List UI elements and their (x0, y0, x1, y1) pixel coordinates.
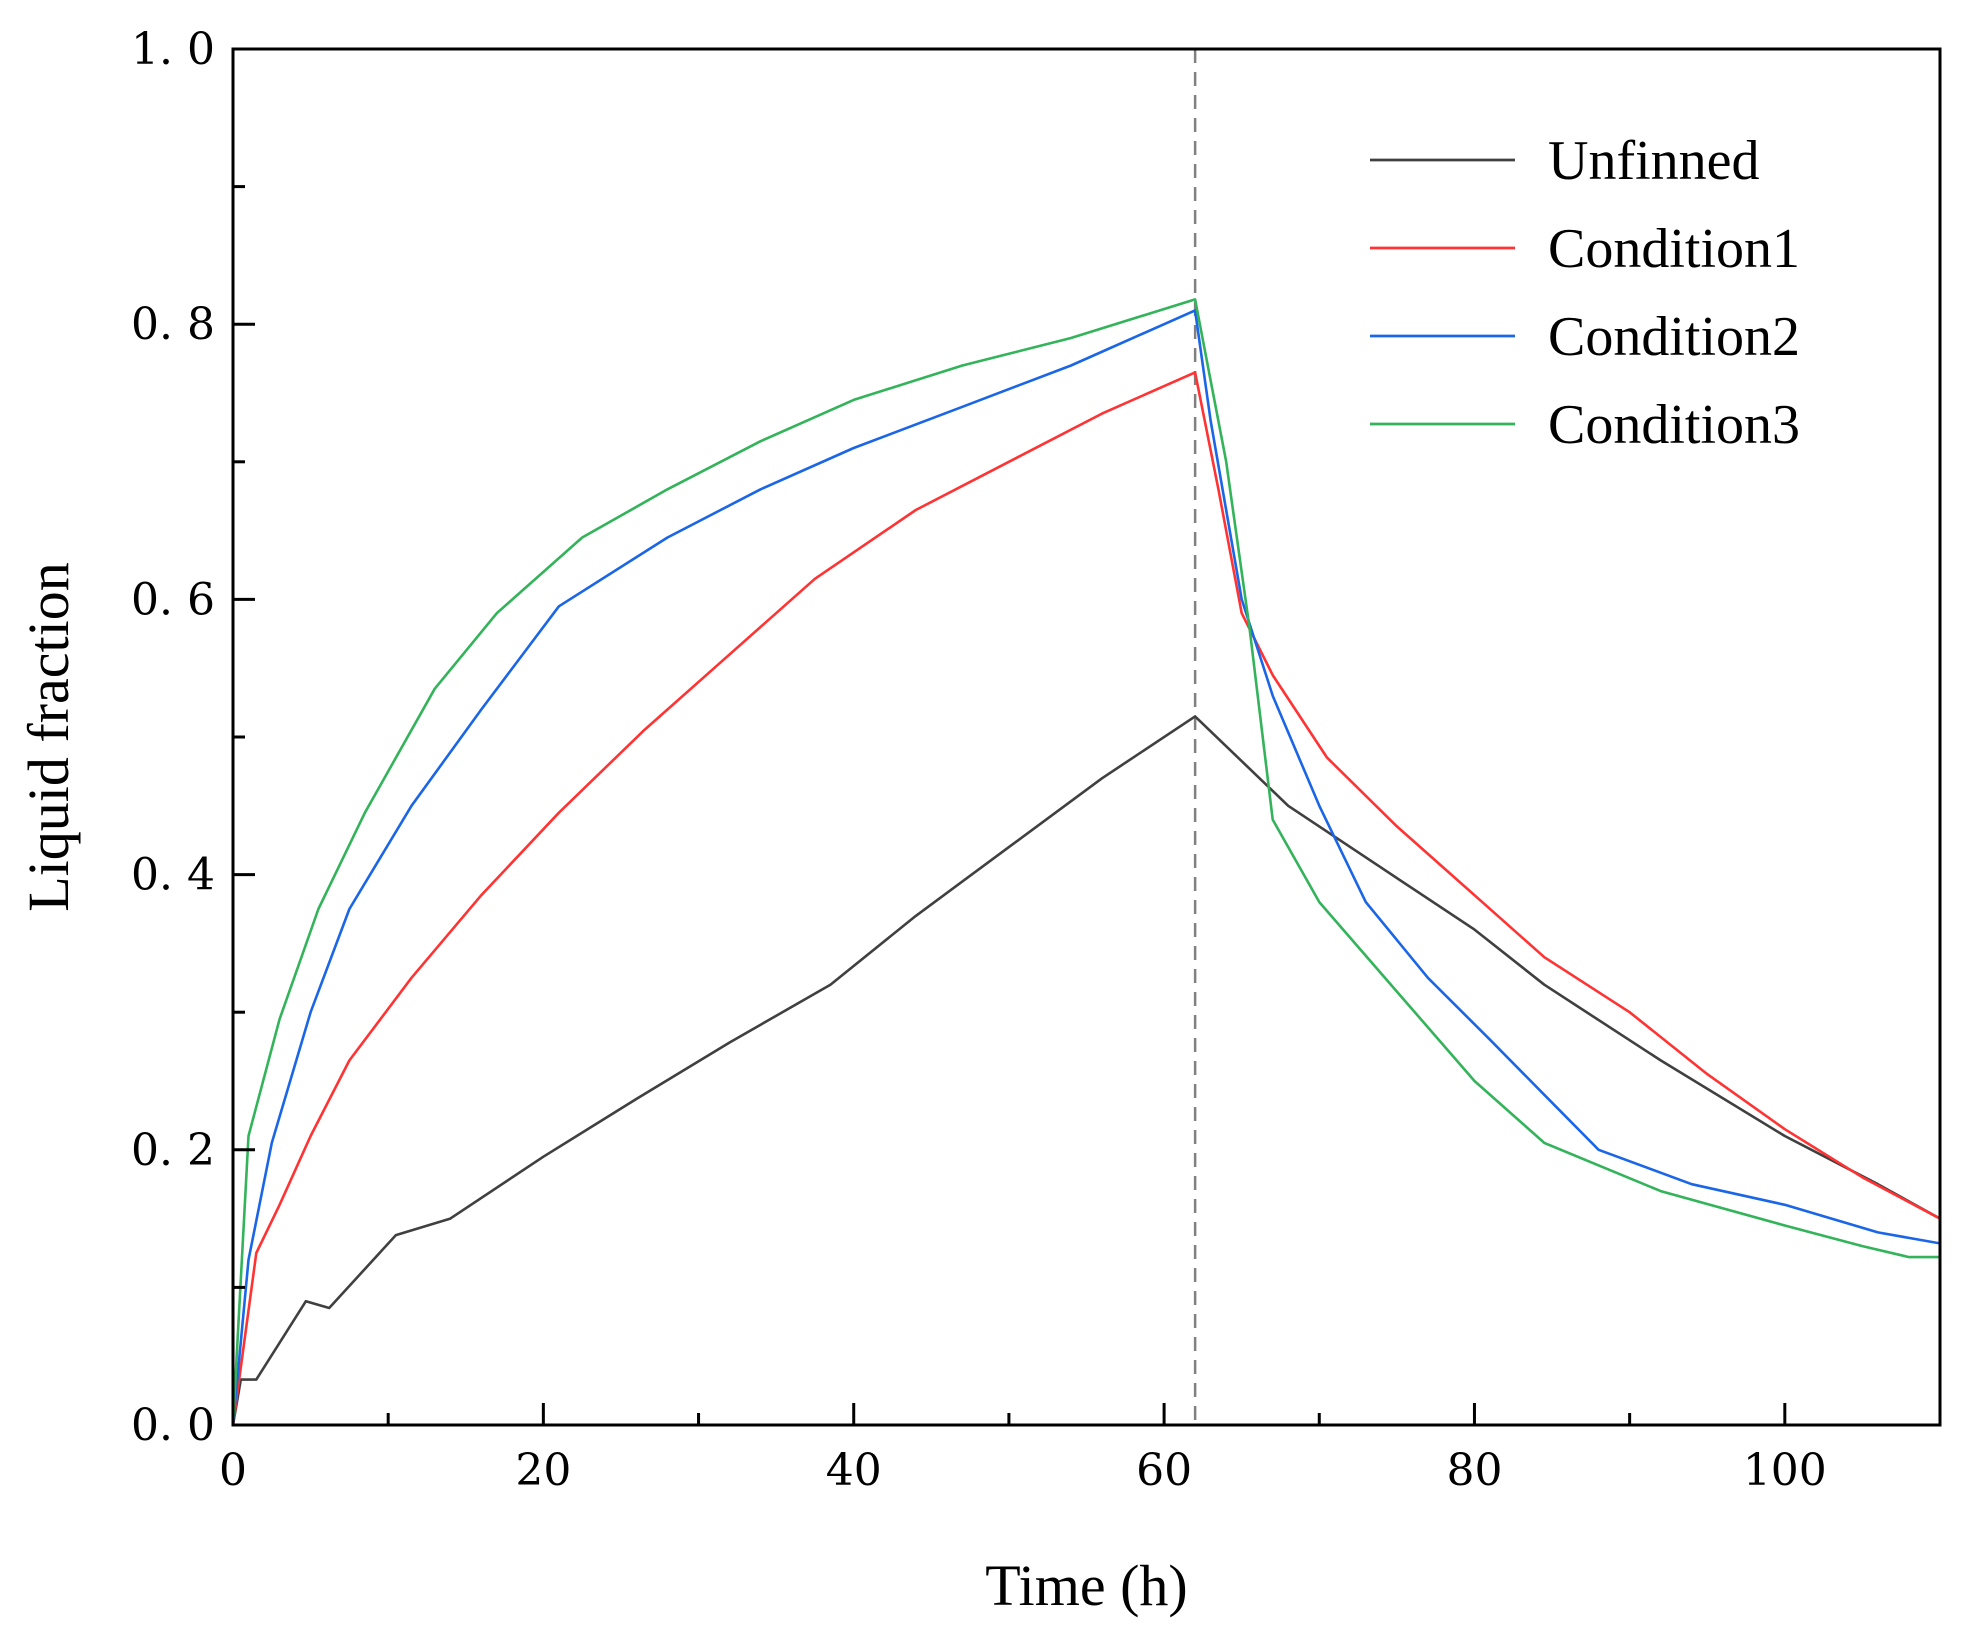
legend-label-condition1: Condition1 (1548, 218, 1800, 280)
y-tick-label: 0. 0 (131, 1400, 215, 1451)
y-tick-label: 0. 6 (131, 574, 215, 625)
x-tick-label: 0 (219, 1445, 247, 1496)
x-tick-label: 20 (515, 1445, 571, 1496)
y-tick-label: 1. 0 (131, 24, 215, 75)
series-line-condition3 (233, 298, 1940, 1427)
series-line-condition1 (233, 371, 1940, 1427)
y-tick-label: 0. 4 (131, 850, 215, 901)
legend-label-condition2: Condition2 (1548, 306, 1800, 368)
x-tick-label: 100 (1743, 1445, 1827, 1496)
x-tick-label: 40 (826, 1445, 882, 1496)
legend-label-condition3: Condition3 (1548, 394, 1800, 456)
x-tick-label: 80 (1446, 1445, 1502, 1496)
y-tick-label: 0. 8 (131, 299, 215, 350)
x-axis-title: Time (h) (985, 1553, 1188, 1618)
legend: Unfinned Condition1 Condition2 Condition3 (1370, 130, 1800, 456)
series-line-unfinned (233, 715, 1940, 1427)
axes-layer: 0 20 40 60 80 100 0. 0 0. 2 0. 4 0. 6 0. 8 1. 0 (131, 24, 1942, 1496)
x-tick-label: 60 (1136, 1445, 1192, 1496)
y-axis-title: Liquid fraction (16, 562, 81, 912)
series-line-condition2 (233, 309, 1940, 1427)
legend-label-unfinned: Unfinned (1548, 130, 1760, 192)
series-layer (233, 298, 1940, 1427)
y-tick-label: 0. 2 (131, 1125, 215, 1176)
